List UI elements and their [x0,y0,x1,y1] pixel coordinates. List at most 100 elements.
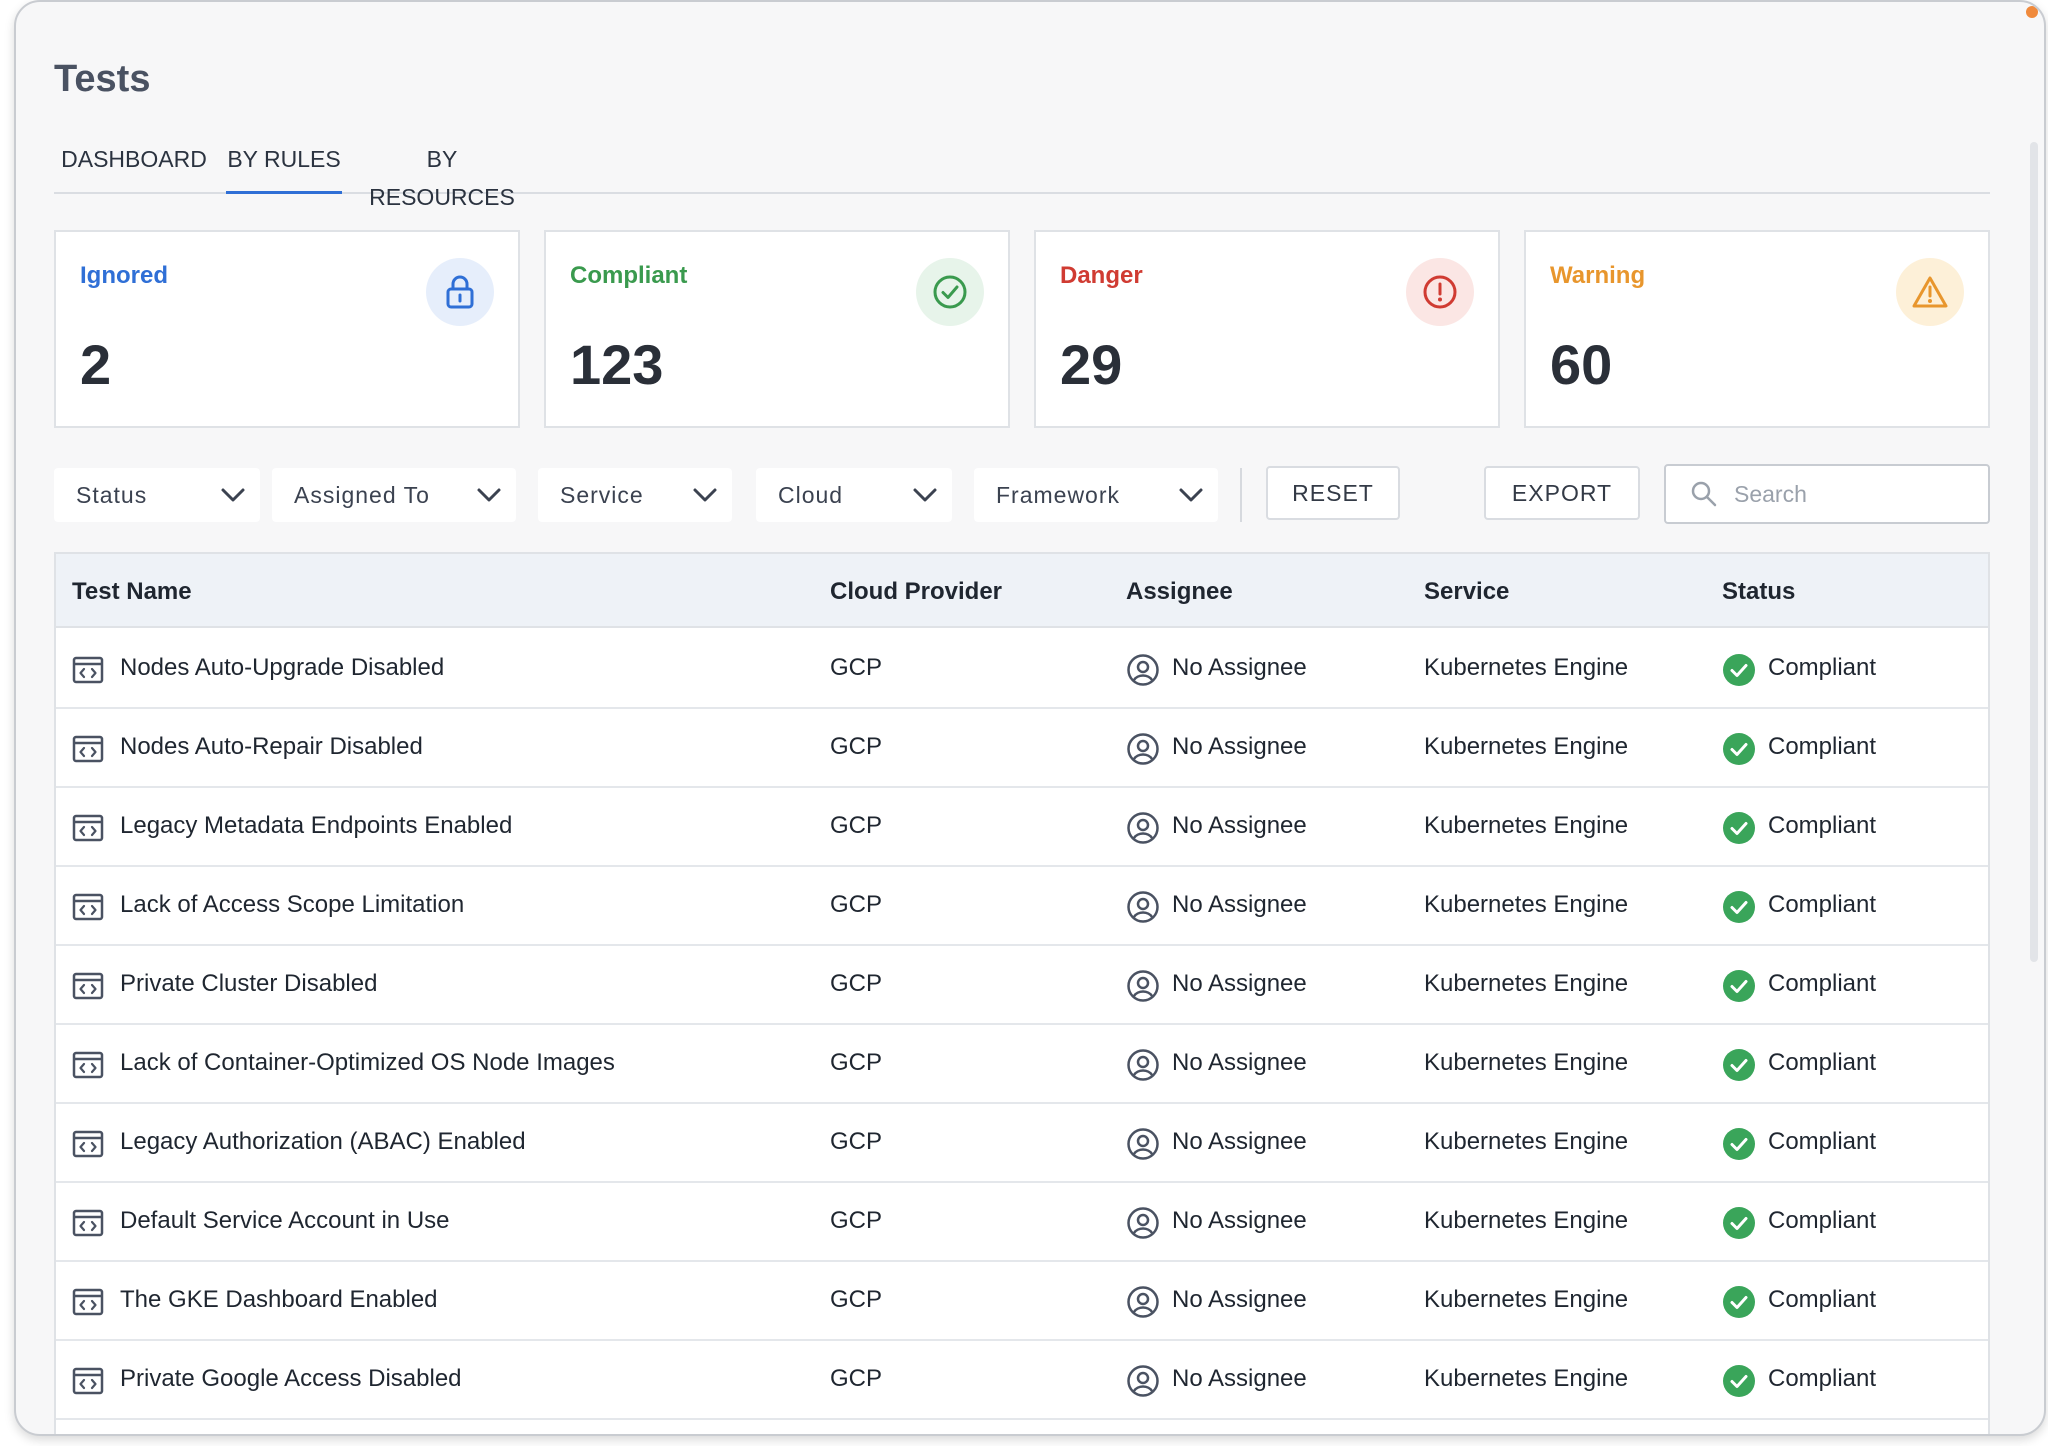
card-value: 60 [1550,333,1613,396]
assignee[interactable]: No Assignee [1172,1049,1307,1076]
check-filled-icon [1723,733,1755,765]
assignee[interactable]: No Assignee [1172,1365,1307,1392]
assignee[interactable]: No Assignee [1172,1128,1307,1155]
table-row[interactable]: Private Google Access Disabled GCP No As… [56,1341,1988,1420]
filter-label: Cloud [778,481,844,508]
check-filled-icon [1723,1365,1755,1397]
status-label: Compliant [1768,1286,1877,1313]
card-label: Compliant [570,262,688,289]
status-label: Compliant [1768,1365,1877,1392]
check-filled-icon [1723,970,1755,1002]
table-row[interactable]: Lack of Access Scope Limitation GCP No A… [56,867,1988,946]
summary-card-danger[interactable]: Danger 29 [1034,230,1500,428]
cloud-provider: GCP [830,1207,883,1234]
filter-framework[interactable]: Framework [974,468,1218,522]
column-header-test-name[interactable]: Test Name [72,578,192,605]
code-window-icon [72,972,104,1000]
table-row[interactable]: Default Service Account in Use GCP No As… [56,1183,1988,1262]
status-label: Compliant [1768,654,1877,681]
table-row[interactable]: Private Cluster Disabled GCP No Assignee… [56,946,1988,1025]
summary-card-warning[interactable]: Warning 60 [1524,230,1990,428]
summary-card-compliant[interactable]: Compliant 123 [544,230,1010,428]
table-row[interactable]: Nodes Auto-Repair Disabled GCP No Assign… [56,709,1988,788]
column-header-service[interactable]: Service [1424,578,1510,605]
chevron-down-icon [1179,488,1203,502]
filter-label: Status [76,481,148,508]
user-avatar-icon [1127,733,1159,765]
card-label: Warning [1550,262,1646,289]
filter-cloud[interactable]: Cloud [756,468,952,522]
chevron-down-icon [221,488,245,502]
check-filled-icon [1723,1286,1755,1318]
assignee[interactable]: No Assignee [1172,654,1307,681]
code-window-icon [72,1209,104,1237]
export-button[interactable]: EXPORT [1484,466,1640,520]
cloud-provider: GCP [830,1286,883,1313]
filter-status[interactable]: Status [54,468,260,522]
check-filled-icon [1723,1128,1755,1160]
user-avatar-icon [1127,1365,1159,1397]
code-window-icon [72,735,104,763]
assignee[interactable]: No Assignee [1172,1286,1307,1313]
test-name[interactable]: The GKE Dashboard Enabled [120,1286,438,1313]
test-name[interactable]: Default Service Account in Use [120,1207,450,1234]
code-window-icon [72,656,104,684]
tab-dashboard[interactable]: DASHBOARD [61,146,207,172]
assignee[interactable]: No Assignee [1172,891,1307,918]
test-name[interactable]: Legacy Metadata Endpoints Enabled [120,812,513,839]
scrollbar[interactable] [2030,142,2038,962]
lock-icon [426,258,494,326]
test-name[interactable]: Lack of Access Scope Limitation [120,891,465,918]
service: Kubernetes Engine [1424,812,1629,839]
table-row[interactable]: Legacy Authorization (ABAC) Enabled GCP … [56,1104,1988,1183]
column-header-assignee[interactable]: Assignee [1126,578,1233,605]
assignee[interactable]: No Assignee [1172,970,1307,997]
cloud-provider: GCP [830,812,883,839]
filter-service[interactable]: Service [538,468,732,522]
status-label: Compliant [1768,970,1877,997]
tests-table: Test Name Cloud Provider Assignee Servic… [54,552,1990,1434]
test-name[interactable]: Private Google Access Disabled [120,1365,462,1392]
check-filled-icon [1723,654,1755,686]
assignee[interactable]: No Assignee [1172,733,1307,760]
service: Kubernetes Engine [1424,654,1629,681]
test-name[interactable]: Legacy Authorization (ABAC) Enabled [120,1128,526,1155]
reset-button[interactable]: RESET [1266,466,1400,520]
column-header-status[interactable]: Status [1722,578,1796,605]
test-name[interactable]: Nodes Auto-Repair Disabled [120,733,423,760]
user-avatar-icon [1127,812,1159,844]
user-avatar-icon [1127,1286,1159,1318]
service: Kubernetes Engine [1424,1049,1629,1076]
status-label: Compliant [1768,891,1877,918]
summary-card-ignored[interactable]: Ignored 2 [54,230,520,428]
cloud-provider: GCP [830,1049,883,1076]
status-label: Compliant [1768,812,1877,839]
code-window-icon [72,814,104,842]
assignee[interactable]: No Assignee [1172,1207,1307,1234]
cloud-provider: GCP [830,1128,883,1155]
card-value: 2 [80,333,112,396]
table-row[interactable]: The GKE Dashboard Enabled GCP No Assigne… [56,1262,1988,1341]
test-name[interactable]: Lack of Container-Optimized OS Node Imag… [120,1049,615,1076]
assignee[interactable]: No Assignee [1172,812,1307,839]
table-row[interactable]: Lack of Container-Optimized OS Node Imag… [56,1025,1988,1104]
tab-by-rules[interactable]: BY RULES [226,140,342,194]
user-avatar-icon [1127,1128,1159,1160]
user-avatar-icon [1127,970,1159,1002]
service: Kubernetes Engine [1424,1128,1629,1155]
test-name[interactable]: Private Cluster Disabled [120,970,378,997]
status-label: Compliant [1768,1207,1877,1234]
cloud-provider: GCP [830,733,883,760]
chevron-down-icon [693,488,717,502]
card-label: Danger [1060,262,1143,289]
check-circle-icon [916,258,984,326]
search-placeholder: Search [1734,480,1807,507]
test-name[interactable]: Nodes Auto-Upgrade Disabled [120,654,445,681]
filter-assigned-to[interactable]: Assigned To [272,468,516,522]
table-row[interactable]: Nodes Auto-Upgrade Disabled GCP No Assig… [56,630,1988,709]
search-input[interactable]: Search [1664,464,1990,524]
tab-by-resources[interactable]: BY RESOURCES [369,146,515,210]
table-row[interactable]: Legacy Metadata Endpoints Enabled GCP No… [56,788,1988,867]
table-header: Test Name Cloud Provider Assignee Servic… [56,554,1988,628]
column-header-cloud-provider[interactable]: Cloud Provider [830,578,1003,605]
